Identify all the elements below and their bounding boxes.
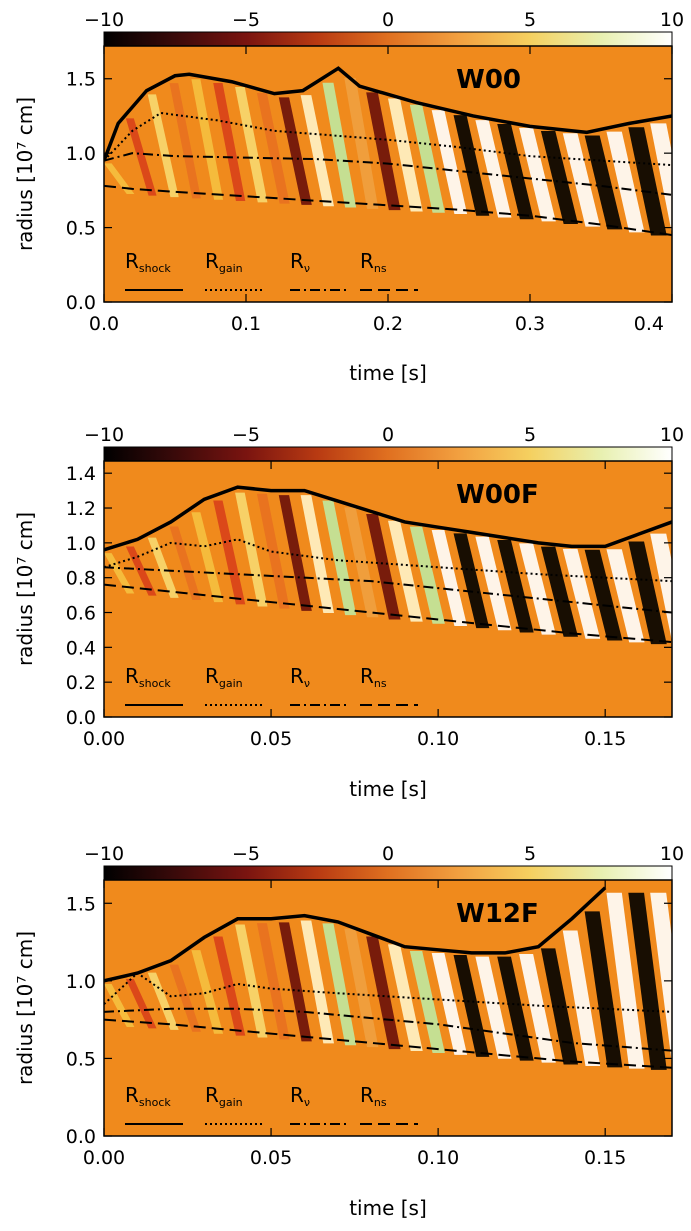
series-line-r-nu xyxy=(104,566,672,614)
series-line-r-gain xyxy=(104,538,672,583)
y-tick-label: 1.0 xyxy=(66,143,96,165)
heatmap-field xyxy=(104,66,672,237)
x-tick-label: 0.15 xyxy=(584,1147,626,1169)
x-tick-label: 0.05 xyxy=(250,1147,292,1169)
plot-frame xyxy=(103,879,673,1137)
legend-label: Rgain xyxy=(205,664,243,690)
heatmap-field xyxy=(104,485,672,645)
colorbar-tick-label: 5 xyxy=(524,843,536,865)
x-tick-label: 0.1 xyxy=(231,313,261,335)
heatmap-field xyxy=(104,886,672,1070)
y-tick-label: 1.2 xyxy=(66,498,96,520)
y-tick-label: 0.5 xyxy=(66,1048,96,1070)
colorbar-tick-label: −5 xyxy=(232,9,260,31)
y-axis-label: radius [10⁷ cm] xyxy=(13,97,37,251)
model-label: W00F xyxy=(456,480,539,510)
y-tick-label: 1.5 xyxy=(66,69,96,91)
colorbar-tick-label: −5 xyxy=(232,424,260,446)
plot-frame xyxy=(103,460,673,718)
colorbar xyxy=(103,865,673,881)
x-tick-label: 0.10 xyxy=(417,728,459,750)
colorbar xyxy=(103,31,673,47)
y-tick-label: 0.0 xyxy=(66,707,96,729)
x-axis-label: time [s] xyxy=(349,777,427,801)
y-tick-label: 0.2 xyxy=(66,672,96,694)
colorbar-tick-label: 10 xyxy=(660,9,684,31)
y-tick-label: 0.6 xyxy=(66,603,96,625)
x-tick-label: 0.3 xyxy=(515,313,545,335)
y-tick-label: 0.0 xyxy=(66,292,96,314)
y-tick-label: 1.0 xyxy=(66,533,96,555)
y-tick-label: 0.5 xyxy=(66,218,96,240)
x-axis-label: time [s] xyxy=(349,361,427,385)
x-tick-label: 0.00 xyxy=(83,728,125,750)
x-tick-label: 0.4 xyxy=(634,313,664,335)
y-tick-label: 0.8 xyxy=(66,568,96,590)
x-tick-label: 0.15 xyxy=(584,728,626,750)
y-tick-label: 0.0 xyxy=(66,1126,96,1148)
y-tick-label: 0.4 xyxy=(66,637,96,659)
colorbar-tick-label: 5 xyxy=(524,9,536,31)
series-line-r-shock xyxy=(104,485,672,552)
colorbar-tick-label: −10 xyxy=(84,9,124,31)
y-tick-label: 1.0 xyxy=(66,971,96,993)
x-axis-label: time [s] xyxy=(349,1196,427,1220)
y-tick-label: 1.5 xyxy=(66,893,96,915)
series-line-r-shock xyxy=(104,66,672,162)
series-line-r-gain xyxy=(104,111,672,167)
colorbar-tick-label: 0 xyxy=(382,424,394,446)
legend-label: Rshock xyxy=(125,1083,171,1109)
colorbar-tick-label: −5 xyxy=(232,843,260,865)
model-label: W00 xyxy=(456,65,521,95)
colorbar-tick-label: −10 xyxy=(84,424,124,446)
x-tick-label: 0.0 xyxy=(89,313,119,335)
x-tick-label: 0.05 xyxy=(250,728,292,750)
x-tick-label: 0.10 xyxy=(417,1147,459,1169)
colorbar xyxy=(103,446,673,462)
colorbar-tick-label: 0 xyxy=(382,9,394,31)
colorbar-tick-label: 5 xyxy=(524,424,536,446)
y-axis-label: radius [10⁷ cm] xyxy=(13,512,37,666)
series-line-r-shock xyxy=(104,886,607,983)
series-line-r-nu xyxy=(104,152,672,196)
series-line-r-nu xyxy=(104,1007,672,1052)
colorbar-tick-label: 10 xyxy=(660,843,684,865)
colorbar-tick-label: 0 xyxy=(382,843,394,865)
colorbar-tick-label: −10 xyxy=(84,843,124,865)
x-tick-label: 0.2 xyxy=(373,313,403,335)
model-label: W12F xyxy=(456,899,539,929)
x-tick-label: 0.00 xyxy=(83,1147,125,1169)
legend-label: Rns xyxy=(360,664,387,690)
colorbar-tick-label: 10 xyxy=(660,424,684,446)
y-axis-label: radius [10⁷ cm] xyxy=(13,931,37,1085)
y-tick-label: 1.4 xyxy=(66,463,96,485)
